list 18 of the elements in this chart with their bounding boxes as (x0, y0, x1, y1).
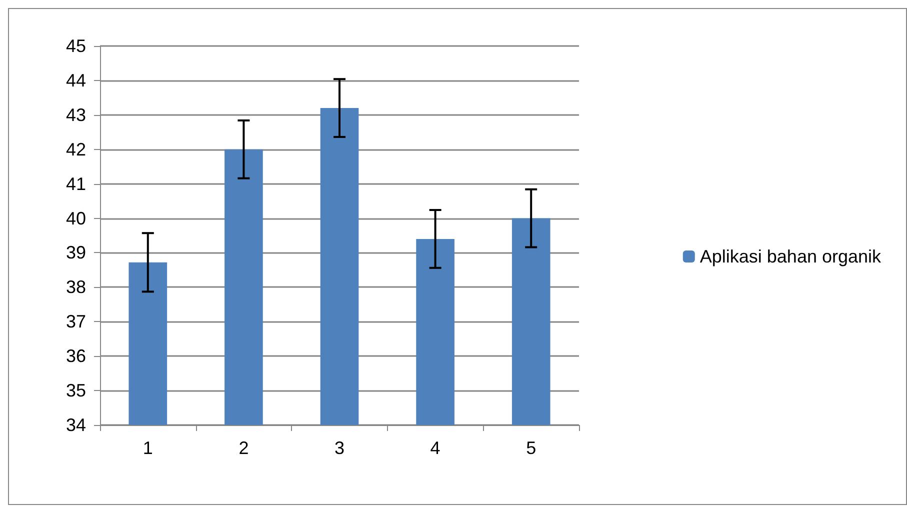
legend-label: Aplikasi bahan organik (700, 246, 882, 266)
x-tick-label: 5 (526, 438, 536, 458)
y-tick-label: 34 (66, 415, 86, 435)
x-tick-label: 2 (238, 438, 249, 458)
y-tick-label: 42 (66, 139, 86, 160)
x-tick-label: 3 (334, 438, 345, 458)
y-tick-label: 43 (66, 104, 86, 125)
y-tick-label: 40 (66, 208, 86, 228)
y-tick-label: 41 (66, 174, 86, 194)
y-tick-label: 37 (66, 312, 86, 332)
x-tick-label: 1 (142, 438, 153, 458)
x-tick-label: 4 (430, 438, 440, 458)
y-tick-label: 44 (66, 70, 86, 90)
y-tick-label: 35 (66, 380, 86, 401)
y-tick-label: 36 (66, 346, 86, 366)
y-tick-label: 38 (66, 277, 86, 298)
y-tick-label: 39 (66, 242, 86, 263)
y-tick-label: 45 (66, 36, 86, 56)
